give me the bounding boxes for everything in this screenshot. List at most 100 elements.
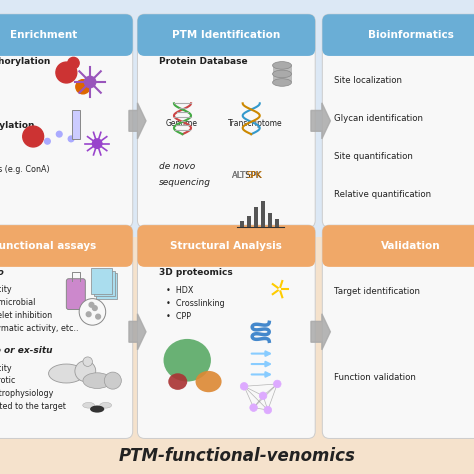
Text: Relative quantification: Relative quantification <box>334 190 431 199</box>
FancyBboxPatch shape <box>0 225 133 438</box>
Text: Transcriptome: Transcriptome <box>228 119 282 128</box>
Polygon shape <box>311 103 330 139</box>
Circle shape <box>68 57 79 69</box>
Ellipse shape <box>273 62 292 69</box>
Text: In vitro: In vitro <box>0 268 4 277</box>
Ellipse shape <box>168 374 187 390</box>
Text: ALTSPK: ALTSPK <box>232 171 263 180</box>
FancyBboxPatch shape <box>137 14 315 228</box>
Text: Lectins (e.g. ConA): Lectins (e.g. ConA) <box>0 165 50 174</box>
Bar <box>0 34 126 49</box>
Text: Protein Database: Protein Database <box>159 57 247 66</box>
Text: •  Enzymatic activity, etc..: • Enzymatic activity, etc.. <box>0 324 78 333</box>
Bar <box>240 221 244 227</box>
Polygon shape <box>129 314 146 350</box>
Text: Enrichment: Enrichment <box>10 30 77 40</box>
Ellipse shape <box>82 402 94 408</box>
Text: •  Toxicity: • Toxicity <box>0 285 11 294</box>
Bar <box>247 216 251 227</box>
FancyBboxPatch shape <box>137 225 315 267</box>
Bar <box>0 245 126 260</box>
Text: •  Antimicrobial: • Antimicrobial <box>0 298 35 307</box>
Circle shape <box>56 62 77 83</box>
Circle shape <box>86 312 91 317</box>
Ellipse shape <box>100 402 111 408</box>
Text: Validation: Validation <box>382 241 441 251</box>
Ellipse shape <box>48 364 84 383</box>
Text: Functional assays: Functional assays <box>0 241 96 251</box>
Text: Glycan identification: Glycan identification <box>334 114 423 123</box>
Circle shape <box>264 406 272 414</box>
Text: PTM Identification: PTM Identification <box>172 30 281 40</box>
Text: sequencing: sequencing <box>159 178 211 187</box>
Text: ALT: ALT <box>232 171 246 180</box>
FancyBboxPatch shape <box>322 225 474 267</box>
Bar <box>0 237 474 474</box>
Ellipse shape <box>164 339 211 382</box>
Bar <box>145 34 308 49</box>
Circle shape <box>23 126 44 147</box>
Text: Target identification: Target identification <box>334 287 420 296</box>
FancyBboxPatch shape <box>0 14 133 56</box>
Circle shape <box>56 131 62 137</box>
Bar <box>254 207 258 227</box>
Circle shape <box>75 361 96 382</box>
Circle shape <box>96 314 100 319</box>
Bar <box>273 74 292 82</box>
Circle shape <box>79 299 106 325</box>
FancyBboxPatch shape <box>66 279 85 310</box>
Text: 3D proteomics: 3D proteomics <box>159 268 233 277</box>
Text: •  Crosslinking: • Crosslinking <box>166 299 225 308</box>
Text: •  CPP: • CPP <box>166 312 191 321</box>
FancyBboxPatch shape <box>137 14 315 56</box>
Text: Glycosylation: Glycosylation <box>0 121 36 130</box>
Circle shape <box>76 80 90 94</box>
Polygon shape <box>129 103 146 139</box>
FancyBboxPatch shape <box>322 225 474 438</box>
Bar <box>329 245 474 260</box>
Circle shape <box>92 306 97 310</box>
Text: •  Necrotic: • Necrotic <box>0 376 15 385</box>
Bar <box>261 201 265 227</box>
Ellipse shape <box>195 371 221 392</box>
Text: de novo: de novo <box>159 162 195 171</box>
Circle shape <box>259 392 267 400</box>
FancyBboxPatch shape <box>0 225 133 267</box>
FancyBboxPatch shape <box>137 225 315 438</box>
Text: Site quantification: Site quantification <box>334 152 413 161</box>
Text: Function validation: Function validation <box>334 373 416 382</box>
Circle shape <box>240 383 248 390</box>
Text: In vivo or ex-situ: In vivo or ex-situ <box>0 346 52 356</box>
Circle shape <box>104 372 121 389</box>
Text: SPK: SPK <box>246 171 262 180</box>
Text: PTM-functional-venomics: PTM-functional-venomics <box>118 447 356 465</box>
Bar <box>0 0 474 237</box>
Text: •  Toxicity: • Toxicity <box>0 364 11 373</box>
Ellipse shape <box>273 70 292 78</box>
Circle shape <box>83 357 92 366</box>
Bar <box>275 219 279 227</box>
Bar <box>273 65 292 74</box>
Circle shape <box>68 136 74 142</box>
FancyBboxPatch shape <box>0 14 133 228</box>
Text: Phosphorylation: Phosphorylation <box>0 57 50 66</box>
Bar <box>72 110 80 139</box>
Circle shape <box>250 404 257 411</box>
Bar <box>329 34 474 49</box>
Bar <box>268 213 272 227</box>
Circle shape <box>273 380 281 388</box>
Text: Bioinformatics: Bioinformatics <box>368 30 454 40</box>
Text: •  Electrophysiology: • Electrophysiology <box>0 389 53 398</box>
Text: •  HDX: • HDX <box>166 286 193 295</box>
FancyBboxPatch shape <box>94 271 115 296</box>
Text: Site localization: Site localization <box>334 76 402 85</box>
Text: Structural Analysis: Structural Analysis <box>170 241 283 251</box>
Polygon shape <box>311 314 330 350</box>
Ellipse shape <box>83 373 111 389</box>
Bar <box>145 245 308 260</box>
Text: •  Platelet inhibition: • Platelet inhibition <box>0 311 52 320</box>
Circle shape <box>84 76 96 88</box>
FancyBboxPatch shape <box>322 14 474 228</box>
Circle shape <box>89 302 94 307</box>
Text: •  Related to the target: • Related to the target <box>0 402 65 411</box>
